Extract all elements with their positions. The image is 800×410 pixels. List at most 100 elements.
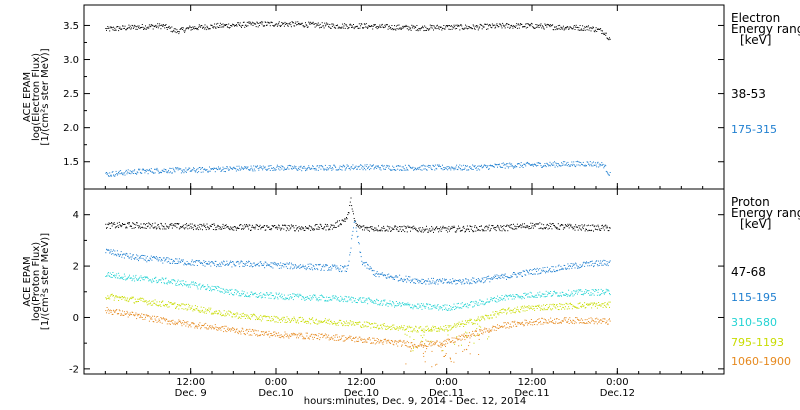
proton-point xyxy=(538,228,540,230)
electron-point xyxy=(360,23,362,25)
proton-point xyxy=(235,315,237,317)
electron-point xyxy=(534,27,536,29)
proton-point xyxy=(369,299,371,301)
proton-point xyxy=(233,294,235,296)
proton-point xyxy=(401,325,402,327)
electron-point xyxy=(607,172,609,174)
electron-point xyxy=(587,163,589,165)
proton-point xyxy=(372,323,374,325)
proton-point xyxy=(501,230,503,232)
proton-point xyxy=(246,265,248,266)
proton-point xyxy=(550,271,552,273)
proton-point xyxy=(212,229,214,230)
proton-point xyxy=(168,258,170,260)
proton-point xyxy=(228,310,230,312)
proton-point xyxy=(143,314,145,316)
proton-point xyxy=(506,225,507,227)
electron-point xyxy=(217,169,219,171)
electron-point xyxy=(516,163,518,165)
proton-point xyxy=(166,282,168,284)
proton-point xyxy=(264,294,266,296)
electron-point xyxy=(459,24,461,26)
electron-point xyxy=(325,168,327,170)
proton-point xyxy=(598,294,600,296)
electron-point xyxy=(361,167,363,169)
proton-point xyxy=(522,223,523,225)
proton-point xyxy=(433,306,435,308)
electron-point xyxy=(203,26,205,28)
electron-point xyxy=(584,165,586,167)
proton-point xyxy=(214,264,216,266)
proton-point xyxy=(544,227,546,229)
proton-point xyxy=(117,277,119,279)
electron-point xyxy=(596,162,598,164)
proton-point xyxy=(260,227,262,229)
electron-point xyxy=(418,28,420,30)
proton-point xyxy=(203,286,205,288)
electron-point xyxy=(281,22,283,23)
electron-point xyxy=(261,168,263,169)
proton-point xyxy=(307,321,309,322)
electron-point xyxy=(106,173,108,175)
proton-point xyxy=(137,225,139,227)
proton-point xyxy=(145,224,146,226)
proton-point xyxy=(363,321,365,323)
proton-point xyxy=(502,274,504,276)
electron-ylabel-line: log(Electron Flux) xyxy=(31,53,42,141)
proton-point xyxy=(191,281,193,283)
proton-point xyxy=(378,328,379,330)
proton-point xyxy=(182,285,184,287)
proton-point xyxy=(294,318,296,320)
proton-point xyxy=(435,281,437,283)
electron-point xyxy=(369,25,370,27)
proton-point xyxy=(392,301,394,302)
electron-point xyxy=(432,164,434,166)
electron-point xyxy=(602,163,604,165)
proton-point xyxy=(474,335,476,337)
electron-point xyxy=(382,26,384,28)
proton-point xyxy=(566,294,568,295)
electron-point xyxy=(178,167,180,169)
proton-point xyxy=(510,227,512,229)
proton-point xyxy=(313,294,315,296)
proton-point xyxy=(221,291,223,293)
proton-point xyxy=(462,226,464,228)
proton-point xyxy=(584,224,586,226)
proton-point xyxy=(317,320,319,322)
electron-point xyxy=(113,26,114,28)
electron-point xyxy=(222,23,224,25)
proton-point xyxy=(577,267,578,269)
electron-point xyxy=(390,28,392,30)
proton-point xyxy=(311,227,313,229)
proton-point xyxy=(160,279,162,281)
proton-point xyxy=(390,230,392,232)
electron-point xyxy=(502,166,504,168)
proton-point xyxy=(516,228,518,230)
proton-point xyxy=(498,297,500,299)
proton-point xyxy=(344,325,346,327)
proton-point xyxy=(369,322,370,324)
electron-point xyxy=(123,172,125,174)
proton-point xyxy=(153,227,155,229)
proton-point xyxy=(344,298,346,300)
proton-point xyxy=(534,294,536,296)
proton-point xyxy=(223,261,225,263)
electron-point xyxy=(353,168,355,169)
electron-point xyxy=(120,28,122,30)
electron-point xyxy=(216,169,218,170)
proton-point xyxy=(525,274,527,276)
proton-point xyxy=(305,265,306,267)
proton-point xyxy=(511,276,513,278)
electron-point xyxy=(164,171,166,173)
proton-point xyxy=(429,330,431,331)
electron-point xyxy=(419,29,421,31)
electron-point xyxy=(256,165,258,167)
proton-point xyxy=(600,260,602,262)
electron-point xyxy=(211,168,213,169)
proton-point xyxy=(443,325,445,327)
proton-point xyxy=(136,222,138,224)
proton-point xyxy=(223,228,225,229)
electron-point xyxy=(232,24,234,26)
electron-point xyxy=(327,169,329,171)
proton-point xyxy=(385,326,387,328)
